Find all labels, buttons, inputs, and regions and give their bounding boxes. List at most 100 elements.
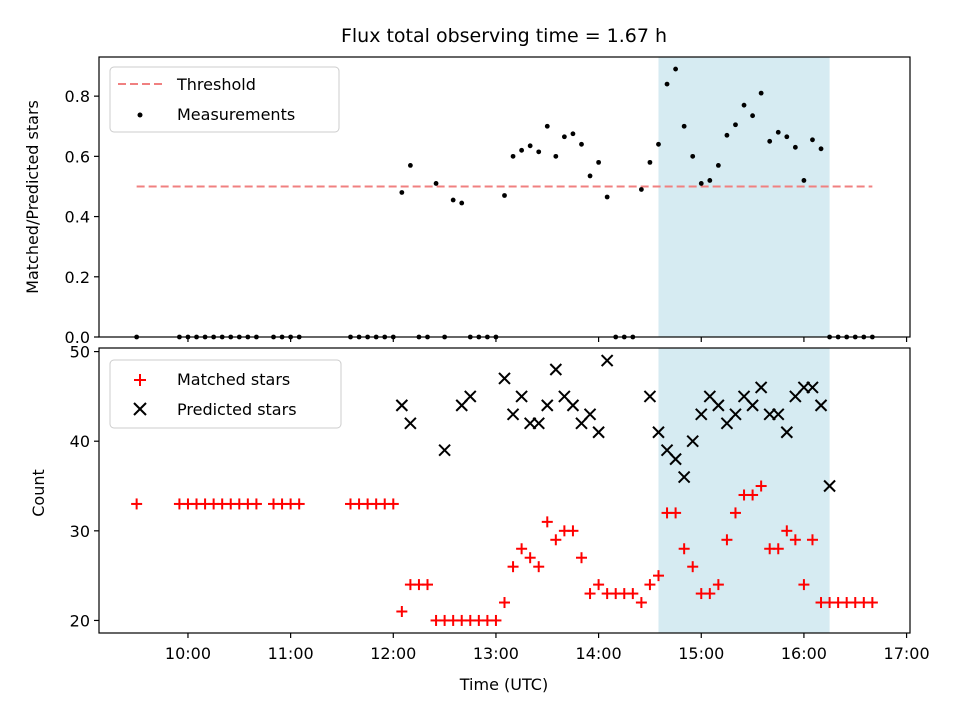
measurement-point <box>604 194 610 200</box>
x-tick-label: 11:00 <box>268 644 314 663</box>
top-panel: 0.00.20.40.60.8 Matched/Predicted stars … <box>23 56 911 347</box>
measurement-point <box>784 134 790 140</box>
bottom-y-axis-label: Count <box>29 469 48 517</box>
bottom-x-ticks: 10:00 11:00 12:00 13:00 14:00 15:00 16:00 17:00 <box>165 633 930 663</box>
predicted-star-point <box>515 390 528 403</box>
matched-star-point <box>781 525 793 537</box>
matched-stars-layer <box>131 480 878 626</box>
measurement-point <box>741 102 747 108</box>
y-tick-label: 30 <box>70 522 90 541</box>
matched-star-point <box>131 498 143 510</box>
predicted-stars-layer <box>395 354 836 493</box>
y-tick-label: 0.8 <box>65 87 90 106</box>
matched-star-point <box>704 588 716 600</box>
measurement-point <box>698 181 704 186</box>
predicted-star-point <box>566 399 580 412</box>
y-tick-label: 0.6 <box>65 147 90 166</box>
measurement-point <box>407 162 413 168</box>
legend-matched-label: Matched stars <box>177 370 290 389</box>
predicted-star-point <box>592 426 605 439</box>
predicted-star-point <box>695 408 708 421</box>
matched-star-point <box>593 579 605 591</box>
measurement-point <box>570 131 576 137</box>
legend-predicted-label: Predicted stars <box>177 400 297 419</box>
predicted-star-point <box>498 372 511 385</box>
matched-star-point <box>387 498 399 510</box>
x-tick-label: 17:00 <box>884 644 930 663</box>
matched-star-point <box>575 552 587 564</box>
measurement-point <box>724 132 730 138</box>
measurement-point <box>596 159 602 165</box>
matched-star-point <box>866 597 878 609</box>
measurement-point <box>750 113 755 119</box>
measurement-point <box>553 153 559 159</box>
measurement-point <box>690 153 696 159</box>
bottom-legend-box <box>109 359 342 429</box>
matched-star-point <box>678 543 690 555</box>
measurement-point <box>450 197 456 203</box>
predicted-star-point <box>583 408 597 421</box>
measurement-point <box>561 134 567 140</box>
legend-matched-swatch <box>134 374 146 386</box>
predicted-star-point <box>643 390 657 403</box>
legend-measurements-swatch <box>137 112 143 118</box>
bottom-axes-frame <box>98 347 911 634</box>
measurement-point <box>399 190 405 195</box>
measurement-point <box>681 123 687 129</box>
matched-star-point <box>687 561 699 573</box>
matched-star-point <box>798 579 810 591</box>
y-tick-label: 40 <box>70 432 90 451</box>
measurement-point <box>536 149 542 155</box>
bottom-legend: Matched stars Predicted stars <box>109 359 342 429</box>
bottom-y-ticks: 20 30 40 50 <box>70 343 99 630</box>
measurement-point <box>707 178 713 183</box>
predicted-star-point <box>532 417 545 430</box>
predicted-star-point <box>541 399 554 412</box>
predicted-star-point <box>823 479 836 493</box>
predicted-star-point <box>438 443 451 457</box>
y-tick-label: 50 <box>70 343 90 362</box>
measurement-point <box>656 141 661 147</box>
legend-measurements-label: Measurements <box>177 105 295 124</box>
matched-star-point <box>772 543 784 555</box>
matched-star-point <box>789 534 801 546</box>
top-y-axis-label: Matched/Predicted stars <box>23 100 42 294</box>
matched-star-point <box>567 525 579 537</box>
chart-title: Flux total observing time = 1.67 h <box>341 25 667 47</box>
matched-star-point <box>755 480 767 492</box>
predicted-star-point <box>686 435 699 448</box>
predicted-star-point <box>549 363 563 376</box>
measurement-point <box>767 138 773 144</box>
y-tick-label: 0.2 <box>65 268 90 287</box>
predicted-star-point <box>712 399 725 412</box>
predicted-star-point <box>404 417 417 430</box>
matched-star-point <box>293 498 305 510</box>
measurement-point <box>673 66 678 72</box>
measurement-point <box>587 173 593 179</box>
measurement-point <box>647 159 653 165</box>
matched-star-point <box>652 570 664 582</box>
y-tick-label: 0.0 <box>65 328 90 347</box>
measurement-point <box>519 147 525 153</box>
matched-star-point <box>721 534 733 546</box>
legend-threshold-label: Threshold <box>176 75 256 94</box>
matched-star-point <box>250 498 262 510</box>
measurement-point <box>818 146 824 152</box>
measurement-point <box>638 187 644 192</box>
matched-star-point <box>747 489 759 501</box>
x-tick-label: 10:00 <box>165 644 211 663</box>
top-legend: Threshold Measurements <box>109 66 340 133</box>
matched-star-point <box>422 579 434 591</box>
predicted-star-point <box>806 381 819 394</box>
predicted-star-point <box>506 408 520 421</box>
matched-star-point <box>644 579 656 591</box>
matched-star-point <box>627 588 639 600</box>
predicted-star-point <box>754 381 768 394</box>
predicted-star-point <box>600 354 614 367</box>
matched-star-point <box>584 588 596 600</box>
measurement-point <box>502 193 507 198</box>
measurement-point <box>792 144 798 150</box>
legend-predicted-swatch <box>133 402 147 416</box>
